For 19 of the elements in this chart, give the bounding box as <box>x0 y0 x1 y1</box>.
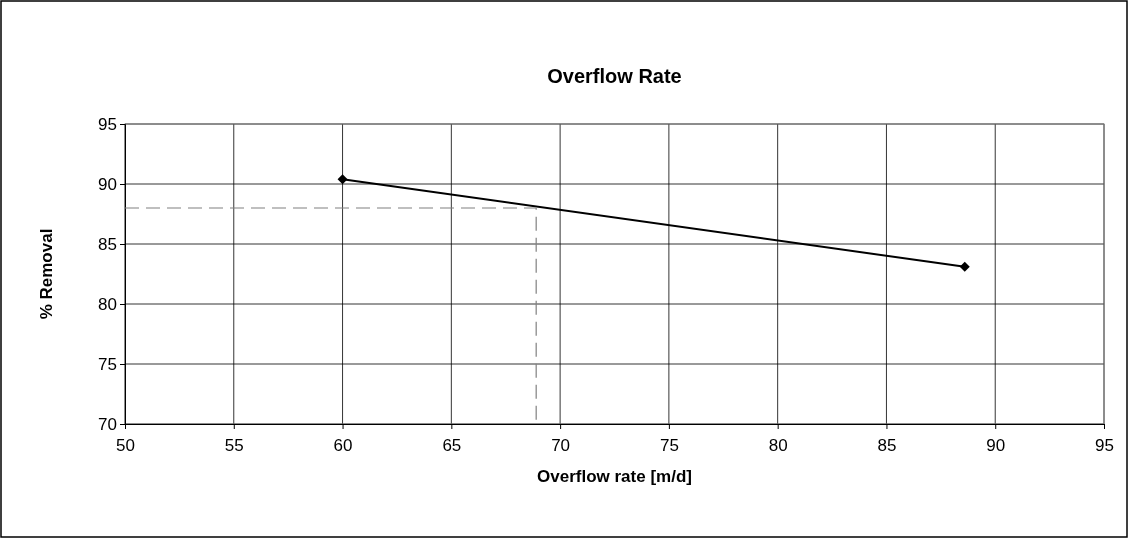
x-tick-label: 90 <box>986 435 1006 455</box>
y-tick-label: 70 <box>98 414 117 434</box>
x-tick-label: 85 <box>877 435 897 455</box>
x-tick-label: 75 <box>659 435 679 455</box>
y-tick-label: 80 <box>98 294 117 314</box>
x-tick-label: 65 <box>442 435 462 455</box>
x-tick-label: 60 <box>333 435 353 455</box>
x-tick-label: 70 <box>551 435 571 455</box>
y-tick-label: 95 <box>98 114 117 134</box>
y-tick-label: 75 <box>98 354 117 374</box>
chart-title: Overflow Rate <box>547 65 682 87</box>
y-tick-label: 85 <box>98 234 117 254</box>
x-tick-label: 50 <box>116 435 135 455</box>
y-axis-title: % Removal <box>37 228 56 320</box>
x-tick-label: 55 <box>224 435 244 455</box>
x-axis-title: Overflow rate [m/d] <box>537 467 692 486</box>
y-tick-label: 90 <box>98 174 117 194</box>
x-tick-label: 80 <box>768 435 788 455</box>
x-tick-label: 95 <box>1095 435 1114 455</box>
